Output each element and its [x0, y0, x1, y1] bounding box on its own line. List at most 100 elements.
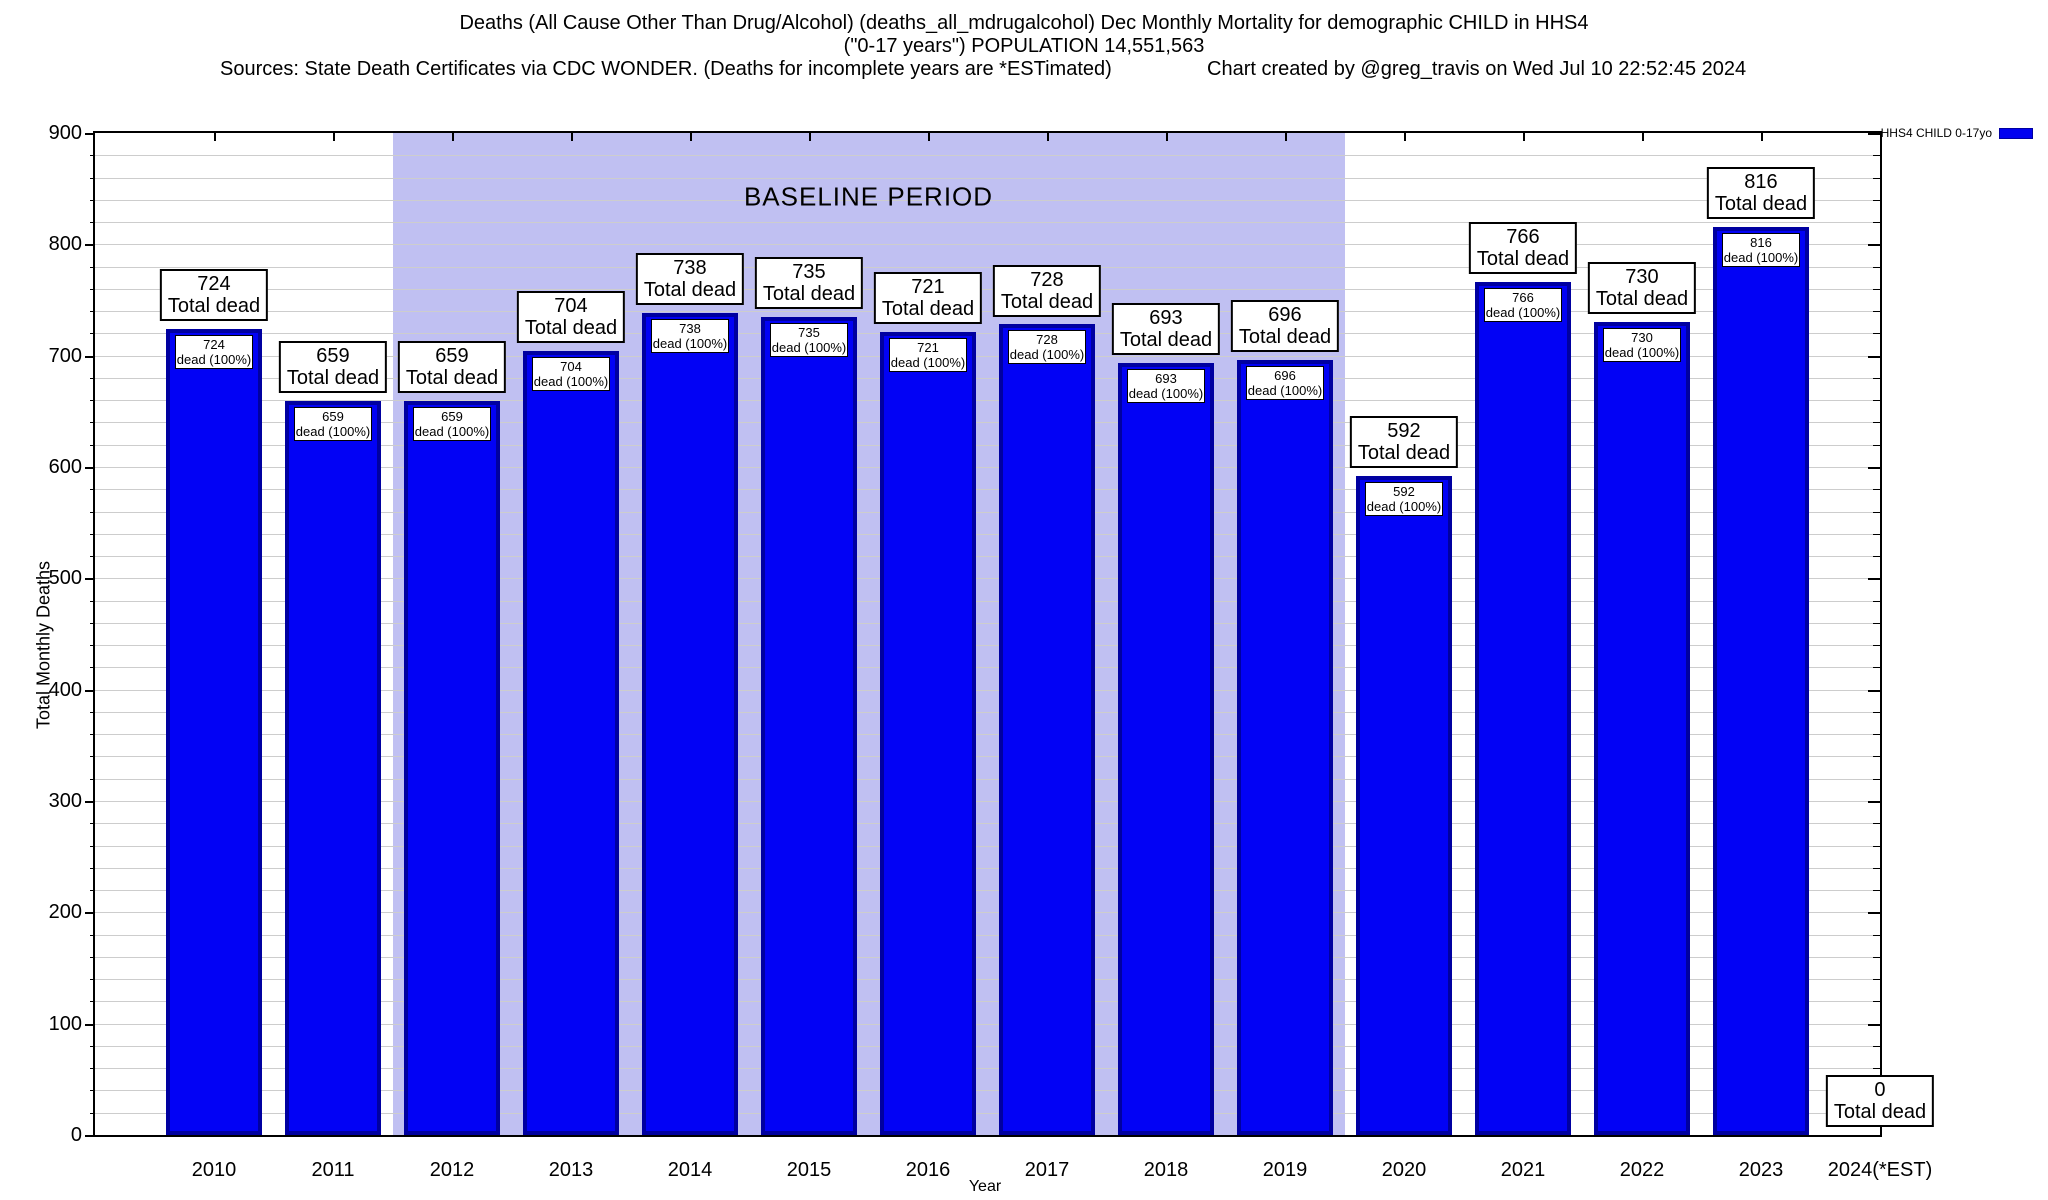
legend: HHS4 CHILD 0-17yo — [1881, 126, 2033, 140]
bar-total-label: 0 Total dead — [1825, 1075, 1935, 1127]
bar-total-label: 728 Total dead — [992, 264, 1102, 317]
gridline — [95, 756, 1880, 758]
gridline — [95, 912, 1880, 914]
gridline — [95, 266, 1880, 268]
y-tick-label: 400 — [48, 678, 82, 701]
bar-total-label-line: Total dead — [167, 294, 261, 317]
chart-title-line1: Deaths (All Cause Other Than Drug/Alcoho… — [459, 12, 1589, 34]
y-tick-mark — [85, 1023, 95, 1026]
gridline — [95, 155, 1880, 157]
bar-inner-label-line: 728 — [1036, 332, 1058, 348]
chart-title-line3: Sources: State Death Certificates via CD… — [0, 58, 2048, 81]
x-tick-label: 2022 — [1619, 1159, 1665, 1181]
bar-total-label-line: 659 — [435, 345, 469, 368]
x-tick-label: 2010 — [191, 1159, 237, 1181]
y-minor-tick-mark — [90, 600, 95, 602]
bar-inner-label: 704 dead (100%) — [532, 357, 610, 392]
y-minor-tick-mark-right — [1873, 533, 1880, 535]
bar-inner-label-line: dead (100%) — [295, 424, 371, 440]
y-tick-label: 500 — [48, 567, 82, 590]
y-minor-tick-mark — [90, 556, 95, 558]
x-tick-mark-top — [1761, 133, 1763, 141]
bar-total-label-line: 693 — [1149, 307, 1183, 330]
bar-total-label: 704 Total dead — [516, 291, 626, 344]
gridline — [95, 823, 1880, 825]
gridline — [95, 867, 1880, 869]
y-minor-tick-mark — [90, 177, 95, 179]
bar-total-label-line: Total dead — [881, 298, 975, 321]
bar-total-label: 693 Total dead — [1111, 303, 1221, 356]
y-minor-tick-mark-right — [1873, 1045, 1880, 1047]
bar-inner-label-line: 738 — [679, 321, 701, 337]
bar-inner-label: 735 dead (100%) — [770, 322, 848, 357]
y-minor-tick-mark-right — [1873, 1001, 1880, 1003]
bar-total-label: 696 Total dead — [1230, 300, 1340, 353]
y-tick-mark-right — [1868, 133, 1880, 135]
bar-inner-label-line: dead (100%) — [414, 424, 490, 440]
bar-inner-label-line: dead (100%) — [1128, 386, 1204, 402]
y-tick-mark — [85, 912, 95, 915]
gridline — [95, 934, 1880, 936]
bar-total-label: 766 Total dead — [1468, 222, 1578, 275]
baseline-period-label: BASELINE PERIOD — [743, 181, 994, 212]
bar-inner-label-line: dead (100%) — [771, 339, 847, 355]
y-minor-tick-mark-right — [1873, 400, 1880, 402]
y-tick-label: 900 — [48, 122, 82, 144]
y-minor-tick-mark — [90, 199, 95, 201]
bar-inner-label-line: 659 — [322, 409, 344, 425]
gridline — [95, 711, 1880, 713]
y-minor-tick-mark-right — [1873, 177, 1880, 179]
y-minor-tick-mark — [90, 778, 95, 780]
y-minor-tick-mark — [90, 667, 95, 669]
y-tick-mark-right — [1868, 578, 1880, 581]
bar-inner-label: 728 dead (100%) — [1008, 330, 1086, 365]
y-tick-label: 700 — [48, 344, 82, 367]
gridline — [95, 533, 1880, 535]
x-tick-mark-top — [214, 133, 216, 141]
gridline — [95, 1090, 1880, 1092]
gridline — [95, 355, 1880, 357]
bar-inner-label: 721 dead (100%) — [889, 338, 967, 373]
bar-total-label-line: 766 — [1506, 226, 1540, 249]
y-minor-tick-mark — [90, 1068, 95, 1070]
y-tick-mark-right — [1868, 1023, 1880, 1026]
x-axis-title: Year — [968, 1178, 1002, 1195]
bar-total-label-line: 696 — [1268, 304, 1302, 327]
y-tick-mark-right — [1868, 355, 1880, 358]
x-tick-mark-top — [452, 133, 454, 141]
x-tick-label: 2021 — [1500, 1159, 1546, 1181]
y-minor-tick-mark-right — [1873, 622, 1880, 624]
y-minor-tick-mark — [90, 622, 95, 624]
y-minor-tick-mark — [90, 400, 95, 402]
gridline — [95, 1045, 1880, 1047]
bar-total-label-line: Total dead — [643, 279, 737, 302]
y-minor-tick-mark — [90, 645, 95, 647]
bar-total-label-line: Total dead — [762, 282, 856, 305]
y-tick-label: 300 — [48, 790, 82, 812]
y-tick-mark-right — [1868, 689, 1880, 692]
gridline — [95, 689, 1880, 691]
y-minor-tick-mark — [90, 1090, 95, 1092]
y-minor-tick-mark — [90, 155, 95, 157]
bar-total-label: 816 Total dead — [1706, 166, 1816, 219]
gridline — [95, 645, 1880, 647]
bar-total-label-line: Total dead — [1833, 1101, 1927, 1123]
gridline — [95, 600, 1880, 602]
x-tick-label: 2015 — [786, 1159, 832, 1181]
bar-inner-label: 592 dead (100%) — [1365, 481, 1443, 516]
bar-total-label-line: 592 — [1387, 419, 1421, 442]
bar-2011 — [285, 401, 381, 1135]
gridline — [95, 667, 1880, 669]
y-minor-tick-mark — [90, 867, 95, 869]
bar-inner-label: 696 dead (100%) — [1246, 366, 1324, 401]
bar-total-label-line: 724 — [197, 272, 231, 295]
bar-inner-label-line: 724 — [203, 336, 225, 352]
x-tick-label: 2014 — [667, 1159, 713, 1181]
gridline — [95, 578, 1880, 580]
bar-total-label-line: Total dead — [1000, 290, 1094, 313]
y-tick-label: 600 — [48, 456, 82, 478]
bar-inner-label-line: dead (100%) — [1009, 347, 1085, 363]
legend-swatch — [1999, 127, 2033, 139]
x-tick-label: 2017 — [1024, 1159, 1070, 1181]
y-minor-tick-mark-right — [1873, 222, 1880, 224]
